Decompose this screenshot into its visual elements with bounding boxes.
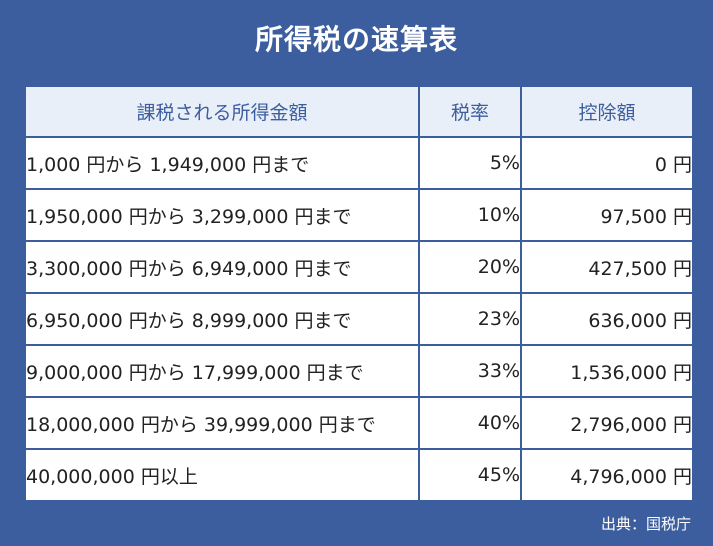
income-range-cell: 9,000,000 円から 17,999,000 円まで (24, 344, 420, 398)
table-row: 9,000,000 円から 17,999,000 円まで 33% 1,536,0… (24, 344, 694, 398)
tax-rate-cell: 20% (418, 240, 522, 294)
header-deduction: 控除額 (520, 85, 694, 138)
tax-rate-cell: 5% (418, 136, 522, 190)
tax-rate-cell: 10% (418, 188, 522, 242)
deduction-cell: 0 円 (520, 136, 694, 190)
tax-rate-cell: 40% (418, 396, 522, 450)
tax-rate-cell: 33% (418, 344, 522, 398)
header-income-range: 課税される所得金額 (24, 85, 420, 138)
table-row: 1,950,000 円から 3,299,000 円まで 10% 97,500 円 (24, 188, 694, 242)
table-row: 40,000,000 円以上 45% 4,796,000 円 (24, 448, 694, 502)
income-range-cell: 3,300,000 円から 6,949,000 円まで (24, 240, 420, 294)
income-range-cell: 6,950,000 円から 8,999,000 円まで (24, 292, 420, 346)
table-row: 18,000,000 円から 39,999,000 円まで 40% 2,796,… (24, 396, 694, 450)
income-range-cell: 1,950,000 円から 3,299,000 円まで (24, 188, 420, 242)
page-title: 所得税の速算表 (254, 23, 458, 56)
tax-rate-table: 課税される所得金額 税率 控除額 1,000 円から 1,949,000 円まで… (24, 85, 694, 502)
income-range-cell: 18,000,000 円から 39,999,000 円まで (24, 396, 420, 450)
deduction-cell: 97,500 円 (520, 188, 694, 242)
header-tax-rate: 税率 (418, 85, 522, 138)
deduction-cell: 4,796,000 円 (520, 448, 694, 502)
deduction-cell: 2,796,000 円 (520, 396, 694, 450)
table-header-row: 課税される所得金額 税率 控除額 (24, 85, 694, 138)
deduction-cell: 636,000 円 (520, 292, 694, 346)
deduction-cell: 1,536,000 円 (520, 344, 694, 398)
deduction-cell: 427,500 円 (520, 240, 694, 294)
tax-rate-cell: 23% (418, 292, 522, 346)
source-note: 出典：国税庁 (600, 515, 691, 533)
table-row: 6,950,000 円から 8,999,000 円まで 23% 636,000 … (24, 292, 694, 346)
table-row: 1,000 円から 1,949,000 円まで 5% 0 円 (24, 136, 694, 190)
tax-rate-cell: 45% (418, 448, 522, 502)
income-range-cell: 1,000 円から 1,949,000 円まで (24, 136, 420, 190)
income-range-cell: 40,000,000 円以上 (24, 448, 420, 502)
table-row: 3,300,000 円から 6,949,000 円まで 20% 427,500 … (24, 240, 694, 294)
